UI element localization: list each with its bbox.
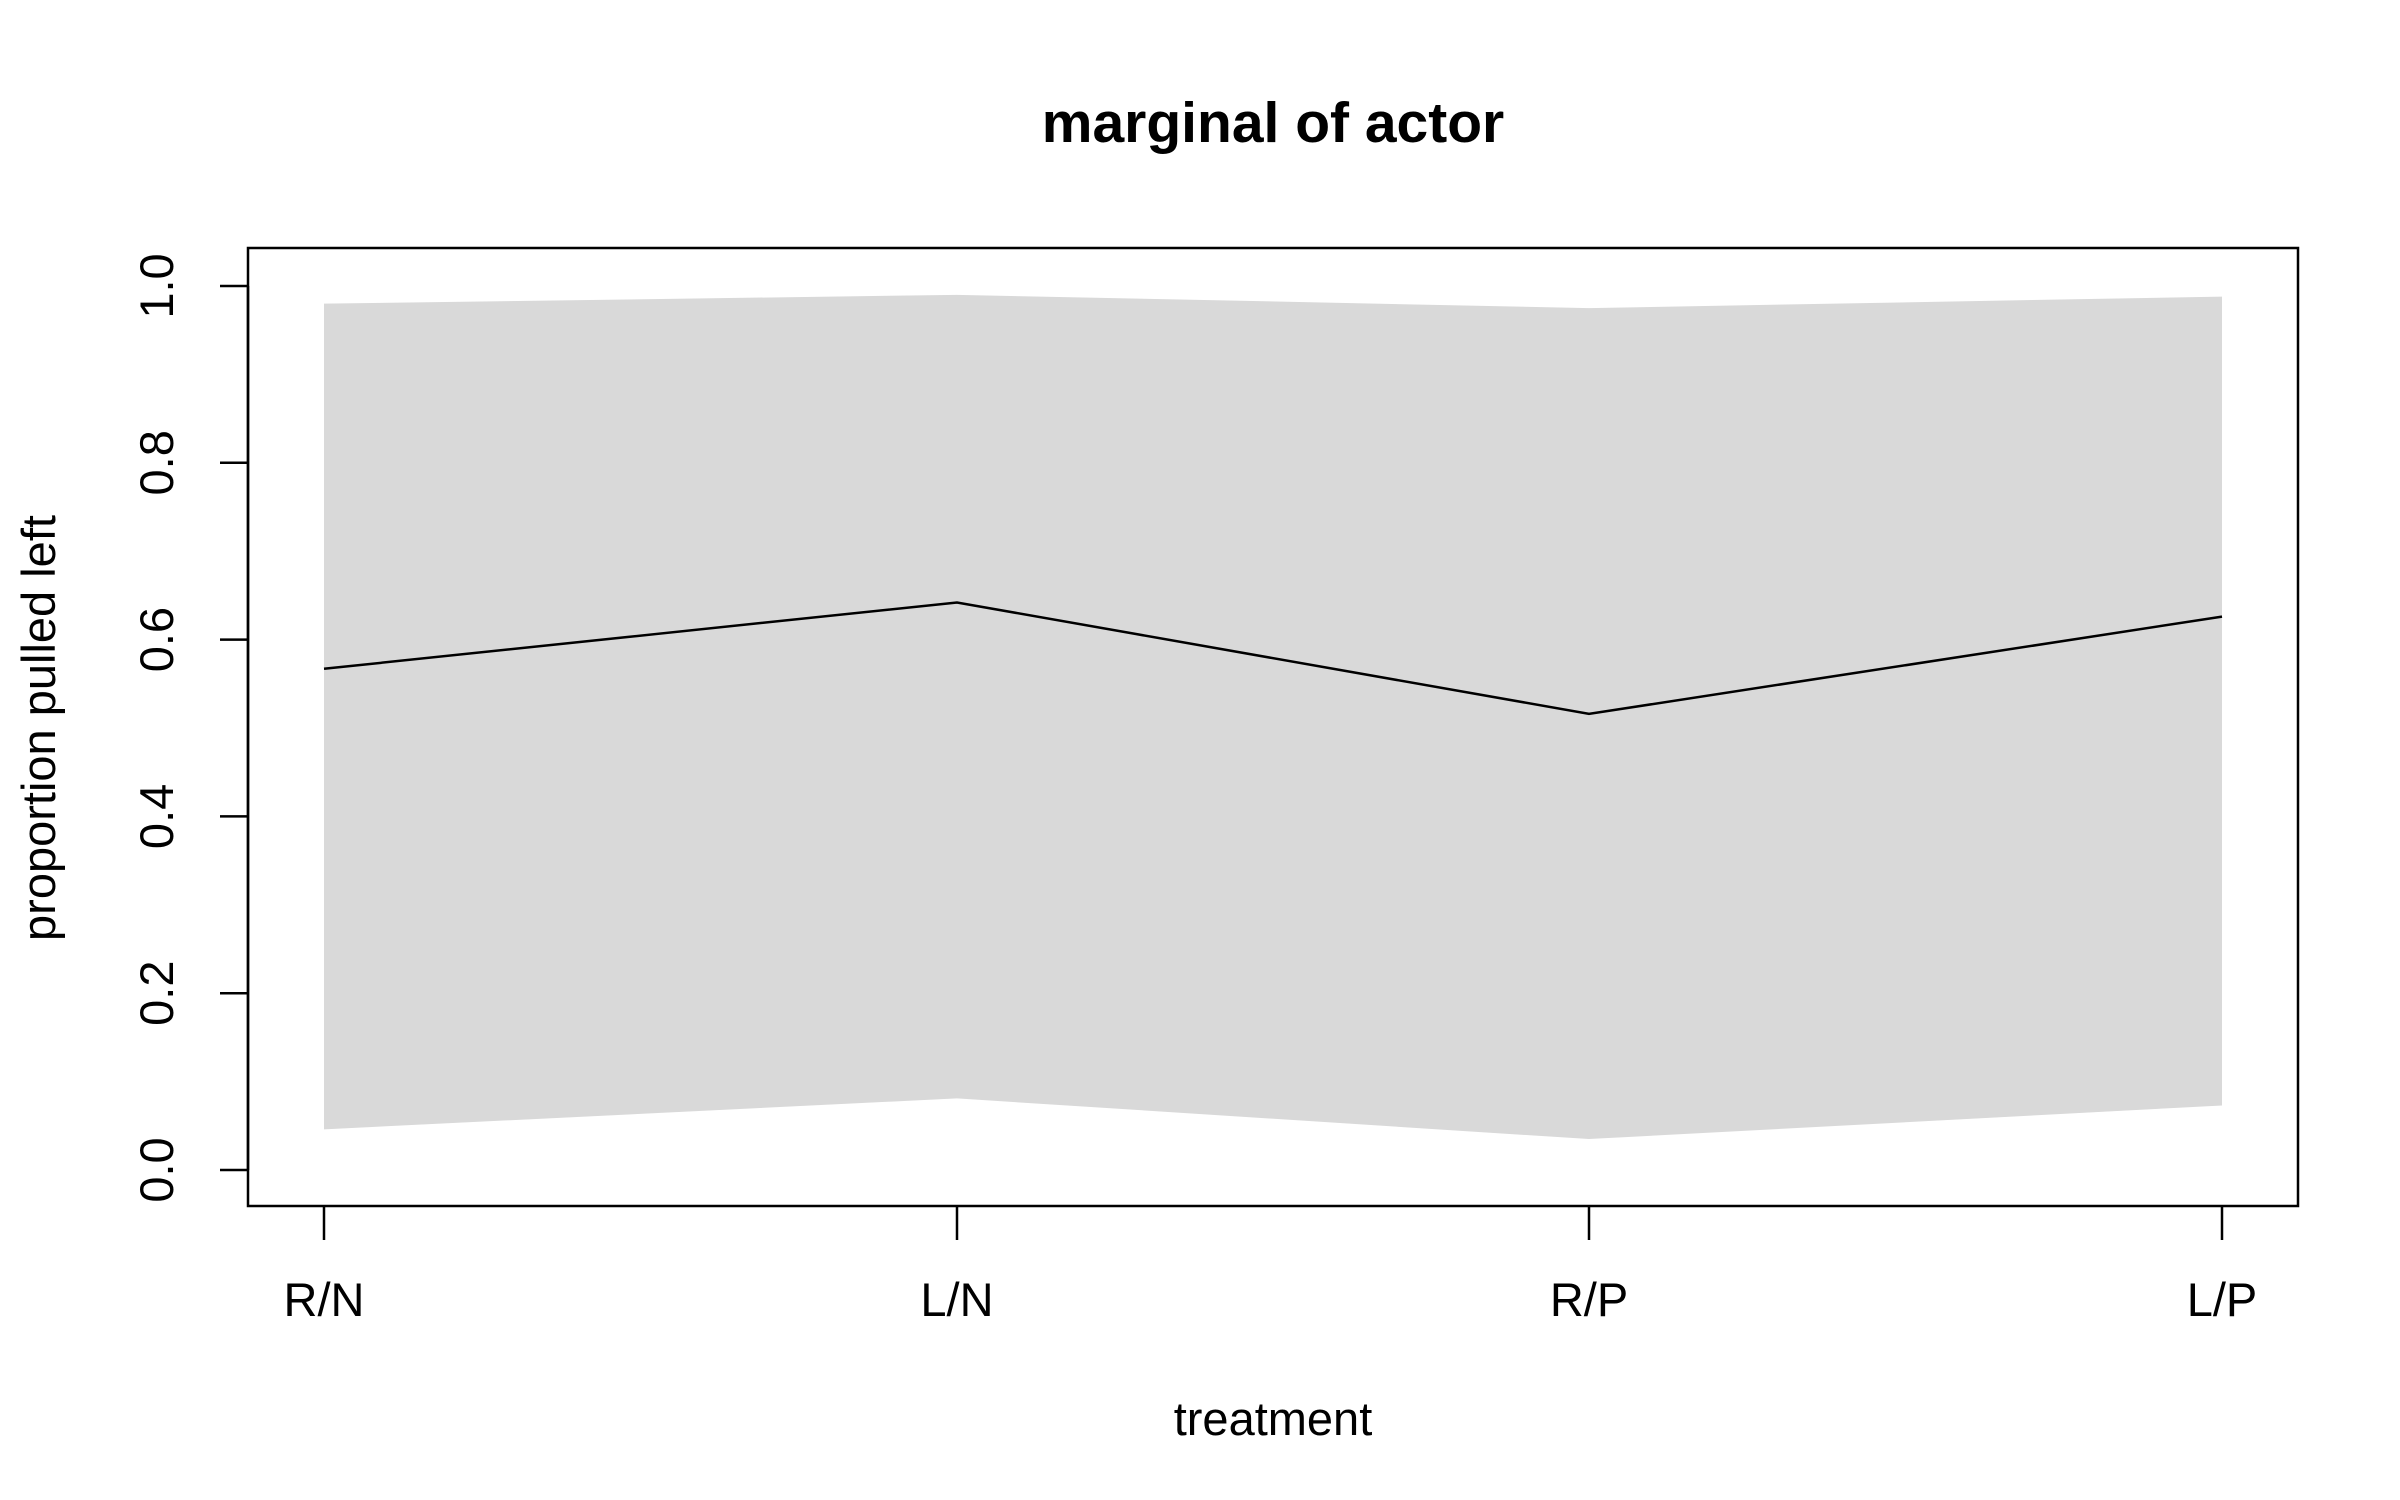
chart-title: marginal of actor — [1042, 91, 1504, 155]
plot-area: 0.0 0.2 0.4 0.6 0.8 1.0 R/N L/N R/P L/P — [130, 246, 2300, 1326]
series-line — [323, 601, 2223, 716]
x-tick-label: L/N — [920, 1273, 993, 1326]
interval-band — [324, 294, 2222, 1140]
y-tick-label: 0.6 — [130, 607, 183, 672]
y-tick-label: 1.0 — [130, 253, 183, 318]
y-axis-label: proportion pulled left — [12, 515, 65, 941]
x-tick-label: R/P — [1550, 1273, 1628, 1326]
y-tick-label: 0.0 — [130, 1137, 183, 1202]
y-tick-label: 0.4 — [130, 784, 183, 849]
x-tick-label: L/P — [2187, 1273, 2258, 1326]
y-tick-label: 0.2 — [130, 961, 183, 1026]
x-axis-label: treatment — [1174, 1392, 1373, 1445]
x-tick-label: R/N — [284, 1273, 365, 1326]
y-tick-label: 0.8 — [130, 430, 183, 495]
